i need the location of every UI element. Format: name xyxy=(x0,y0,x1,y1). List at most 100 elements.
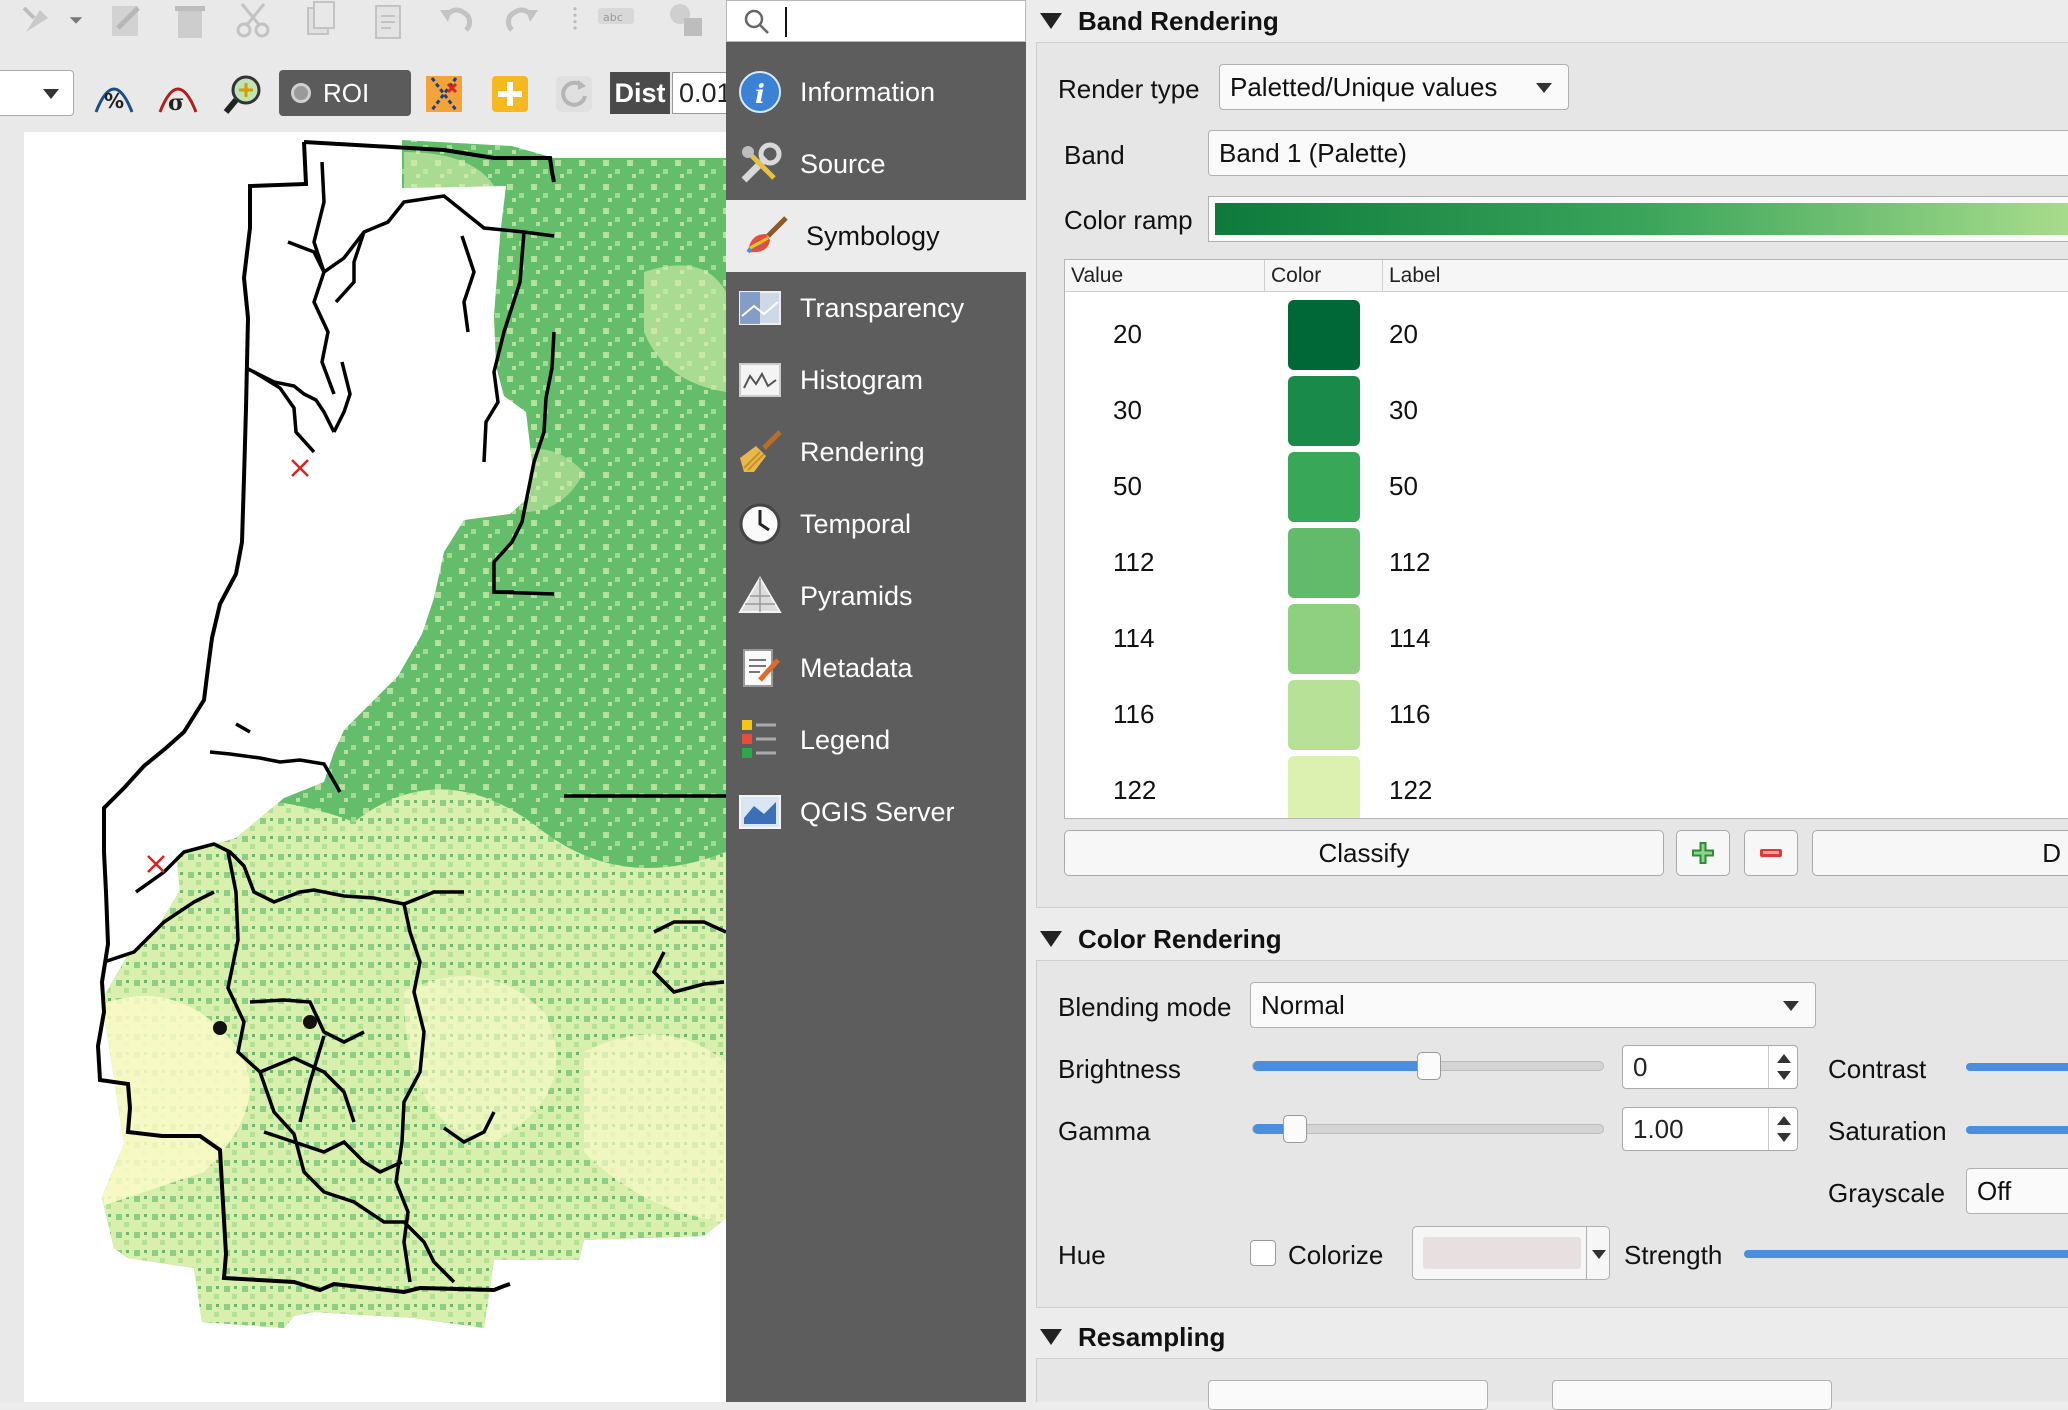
table-row[interactable]: 122 122 xyxy=(1065,752,2068,818)
table-row[interactable]: 20 20 xyxy=(1065,296,2068,372)
color-swatch[interactable] xyxy=(1288,376,1360,446)
sidebar-item-legend[interactable]: Legend xyxy=(726,704,1026,776)
sidebar-item-histogram[interactable]: Histogram xyxy=(726,344,1026,416)
color-swatch[interactable] xyxy=(1288,604,1360,674)
roi-button[interactable]: ROI xyxy=(279,70,411,116)
plus-icon xyxy=(1692,842,1714,864)
add-roi-icon[interactable] xyxy=(484,68,536,120)
value-cell[interactable]: 50 xyxy=(1113,470,1142,501)
color-swatch[interactable] xyxy=(1288,528,1360,598)
label-abc-icon[interactable]: abc xyxy=(590,0,642,46)
sidebar-item-symbology[interactable]: Symbology xyxy=(726,200,1026,272)
scale-combo[interactable] xyxy=(0,70,74,116)
delete-all-button[interactable]: D xyxy=(1812,830,2068,876)
spin-up-icon[interactable] xyxy=(1777,1054,1791,1063)
search-input[interactable] xyxy=(779,5,1019,39)
resampling-header[interactable]: Resampling xyxy=(1026,1316,2068,1358)
color-ramp-button[interactable] xyxy=(1208,196,2068,242)
paste-icon[interactable] xyxy=(362,0,414,46)
classify-button[interactable]: Classify xyxy=(1064,830,1664,876)
gamma-spinbox[interactable]: 1.00 xyxy=(1622,1107,1798,1151)
sidebar-item-metadata[interactable]: Metadata xyxy=(726,632,1026,704)
table-row[interactable]: 30 30 xyxy=(1065,372,2068,448)
saturation-slider[interactable] xyxy=(1966,1126,2068,1134)
copy-icon[interactable] xyxy=(294,0,346,46)
sigma-curve-icon[interactable]: σ xyxy=(152,68,204,120)
slider-handle[interactable] xyxy=(1283,1115,1307,1143)
redo-icon[interactable] xyxy=(496,0,548,46)
color-menu-dropdown[interactable] xyxy=(1586,1226,1610,1280)
value-cell[interactable]: 30 xyxy=(1113,394,1142,425)
sidebar-item-qgis-server[interactable]: QGIS Server xyxy=(726,776,1026,848)
raster-map[interactable] xyxy=(24,132,726,1402)
column-header-value[interactable]: Value xyxy=(1065,260,1265,292)
undo-icon[interactable] xyxy=(430,0,482,46)
column-header-color[interactable]: Color xyxy=(1265,260,1383,292)
label-cell[interactable]: 122 xyxy=(1389,774,1433,805)
label-cell[interactable]: 20 xyxy=(1389,318,1418,349)
spin-down-icon[interactable] xyxy=(1777,1071,1791,1080)
spin-up-icon[interactable] xyxy=(1777,1116,1791,1125)
label-cell[interactable]: 114 xyxy=(1389,622,1431,653)
digitize-icon[interactable] xyxy=(14,0,66,46)
palette-table[interactable]: Value Color Label 20 20 30 30 50 50 112 112 114 1… xyxy=(1064,259,2068,819)
slider-handle[interactable] xyxy=(1417,1052,1441,1080)
table-row[interactable]: 116 116 xyxy=(1065,676,2068,752)
dist-input[interactable]: 0.01 xyxy=(672,72,726,114)
chevron-down-icon[interactable] xyxy=(62,0,90,46)
table-row[interactable]: 112 112 xyxy=(1065,524,2068,600)
percent-curve-icon[interactable]: % xyxy=(88,68,140,120)
gamma-slider[interactable] xyxy=(1252,1115,1604,1143)
sidebar-item-temporal[interactable]: Temporal xyxy=(726,488,1026,560)
add-value-button[interactable] xyxy=(1676,830,1730,876)
strength-slider[interactable] xyxy=(1744,1250,2068,1258)
sidebar-item-source[interactable]: Source xyxy=(726,128,1026,200)
color-swatch[interactable] xyxy=(1288,452,1360,522)
spin-down-icon[interactable] xyxy=(1777,1133,1791,1142)
render-type-select[interactable]: Paletted/Unique values xyxy=(1219,64,1569,110)
refresh-icon[interactable] xyxy=(548,68,600,120)
cut-icon[interactable] xyxy=(228,0,280,46)
grayscale-select[interactable]: Off xyxy=(1966,1168,2068,1214)
colorize-color-button[interactable] xyxy=(1412,1226,1592,1280)
color-rendering-header[interactable]: Color Rendering xyxy=(1026,918,2068,960)
svg-text:i: i xyxy=(755,80,765,110)
label-cell[interactable]: 30 xyxy=(1389,394,1418,425)
colorize-checkbox[interactable] xyxy=(1250,1240,1276,1266)
remove-value-button[interactable] xyxy=(1744,830,1798,876)
color-swatch[interactable] xyxy=(1288,300,1360,370)
color-swatch[interactable] xyxy=(1288,680,1360,750)
sidebar-item-pyramids[interactable]: Pyramids xyxy=(726,560,1026,632)
roi-polygon-icon[interactable] xyxy=(418,68,470,120)
band-select[interactable]: Band 1 (Palette) xyxy=(1208,130,2068,176)
table-row[interactable]: 114 114 xyxy=(1065,600,2068,676)
label-cell[interactable]: 116 xyxy=(1389,698,1431,729)
band-rendering-header[interactable]: Band Rendering xyxy=(1026,0,2068,42)
color-swatch[interactable] xyxy=(1288,756,1360,818)
sidebar-item-information[interactable]: i Information xyxy=(726,56,1026,128)
brightness-slider[interactable] xyxy=(1252,1052,1604,1080)
value-cell[interactable]: 20 xyxy=(1113,318,1142,349)
zoomed-in-resampling-select[interactable] xyxy=(1208,1380,1488,1410)
value-cell[interactable]: 122 xyxy=(1113,774,1157,805)
table-row[interactable]: 50 50 xyxy=(1065,448,2068,524)
zoomed-out-resampling-select[interactable] xyxy=(1552,1380,1832,1410)
edit-pencil-icon[interactable] xyxy=(100,0,152,46)
render-type-label: Render type xyxy=(1058,74,1200,104)
label-cell[interactable]: 112 xyxy=(1389,546,1431,577)
zoom-in-icon[interactable] xyxy=(218,68,270,120)
map-canvas[interactable] xyxy=(24,132,726,1402)
blending-mode-select[interactable]: Normal xyxy=(1250,982,1816,1028)
search-box[interactable] xyxy=(726,0,1026,42)
value-cell[interactable]: 114 xyxy=(1113,622,1155,653)
value-cell[interactable]: 112 xyxy=(1113,546,1155,577)
sidebar-item-rendering[interactable]: Rendering xyxy=(726,416,1026,488)
label-cell[interactable]: 50 xyxy=(1389,470,1418,501)
delete-icon[interactable] xyxy=(164,0,216,46)
value-cell[interactable]: 116 xyxy=(1113,698,1155,729)
sidebar-item-transparency[interactable]: Transparency xyxy=(726,272,1026,344)
layer-style-icon[interactable] xyxy=(660,0,712,46)
contrast-slider[interactable] xyxy=(1966,1063,2068,1071)
brightness-spinbox[interactable]: 0 xyxy=(1622,1045,1798,1089)
column-header-label[interactable]: Label xyxy=(1389,264,1441,287)
